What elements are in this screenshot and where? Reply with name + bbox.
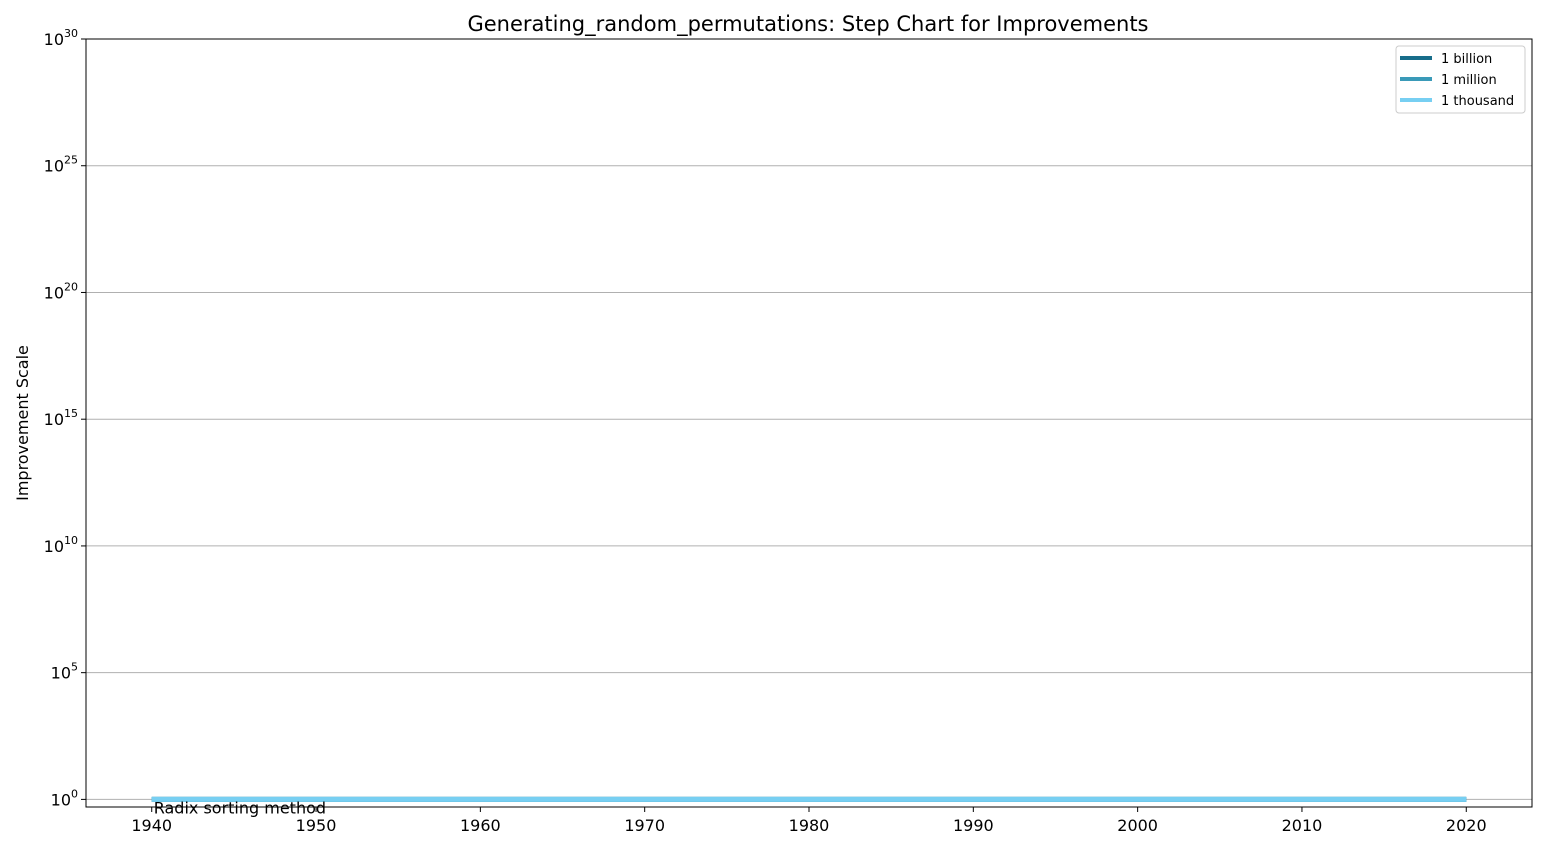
x-tick-label: 1980 bbox=[789, 816, 830, 835]
y-tick-base: 10 bbox=[44, 410, 64, 429]
annotations: Radix sorting method bbox=[154, 798, 326, 817]
y-tick-exponent: 30 bbox=[64, 27, 78, 40]
chart-title: Generating_random_permutations: Step Cha… bbox=[467, 12, 1148, 37]
y-tick-label: 1020 bbox=[44, 280, 78, 302]
y-tick-exponent: 5 bbox=[71, 661, 78, 674]
x-tick-label: 1960 bbox=[460, 816, 501, 835]
y-tick-label: 105 bbox=[51, 661, 78, 683]
legend-entry: 1 million bbox=[1441, 73, 1497, 88]
plot-frame bbox=[85, 38, 1533, 808]
y-tick-label: 100 bbox=[51, 787, 78, 809]
x-tick-label: 2000 bbox=[1117, 816, 1158, 835]
y-tick-exponent: 20 bbox=[64, 280, 78, 293]
x-tick-label: 1950 bbox=[296, 816, 337, 835]
y-tick-base: 10 bbox=[44, 157, 64, 176]
y-tick-base: 10 bbox=[44, 283, 64, 302]
grid-lines bbox=[86, 38, 1532, 800]
y-tick-label: 1025 bbox=[44, 154, 78, 176]
y-tick-label: 1010 bbox=[44, 534, 78, 556]
legend-entry: 1 thousand bbox=[1441, 94, 1514, 109]
y-tick-exponent: 0 bbox=[71, 787, 78, 800]
y-tick-base: 10 bbox=[51, 790, 71, 809]
annotation-label: Radix sorting method bbox=[154, 798, 326, 817]
y-tick-base: 10 bbox=[51, 664, 71, 683]
x-tick-label: 2010 bbox=[1282, 816, 1323, 835]
x-tick-label: 1940 bbox=[131, 816, 172, 835]
legend-box bbox=[1395, 45, 1526, 114]
x-axis-ticks: 1940 1950 1960 1970 1980 1990 2000 2010 2020 bbox=[131, 807, 1487, 835]
legend-entry: 1 billion bbox=[1441, 52, 1492, 67]
y-tick-exponent: 10 bbox=[64, 534, 78, 547]
x-tick-label: 1990 bbox=[953, 816, 994, 835]
y-tick-base: 10 bbox=[44, 537, 64, 556]
y-tick-base: 10 bbox=[44, 30, 64, 49]
y-tick-label: 1030 bbox=[44, 27, 78, 49]
x-tick-label: 2020 bbox=[1446, 816, 1487, 835]
y-tick-exponent: 25 bbox=[64, 154, 78, 167]
y-tick-label: 1015 bbox=[44, 407, 78, 429]
y-axis-label: Improvement Scale bbox=[13, 345, 32, 501]
x-tick-label: 1970 bbox=[624, 816, 665, 835]
legend: 1 billion 1 million 1 thousand bbox=[1395, 45, 1526, 114]
y-tick-exponent: 15 bbox=[64, 407, 78, 420]
